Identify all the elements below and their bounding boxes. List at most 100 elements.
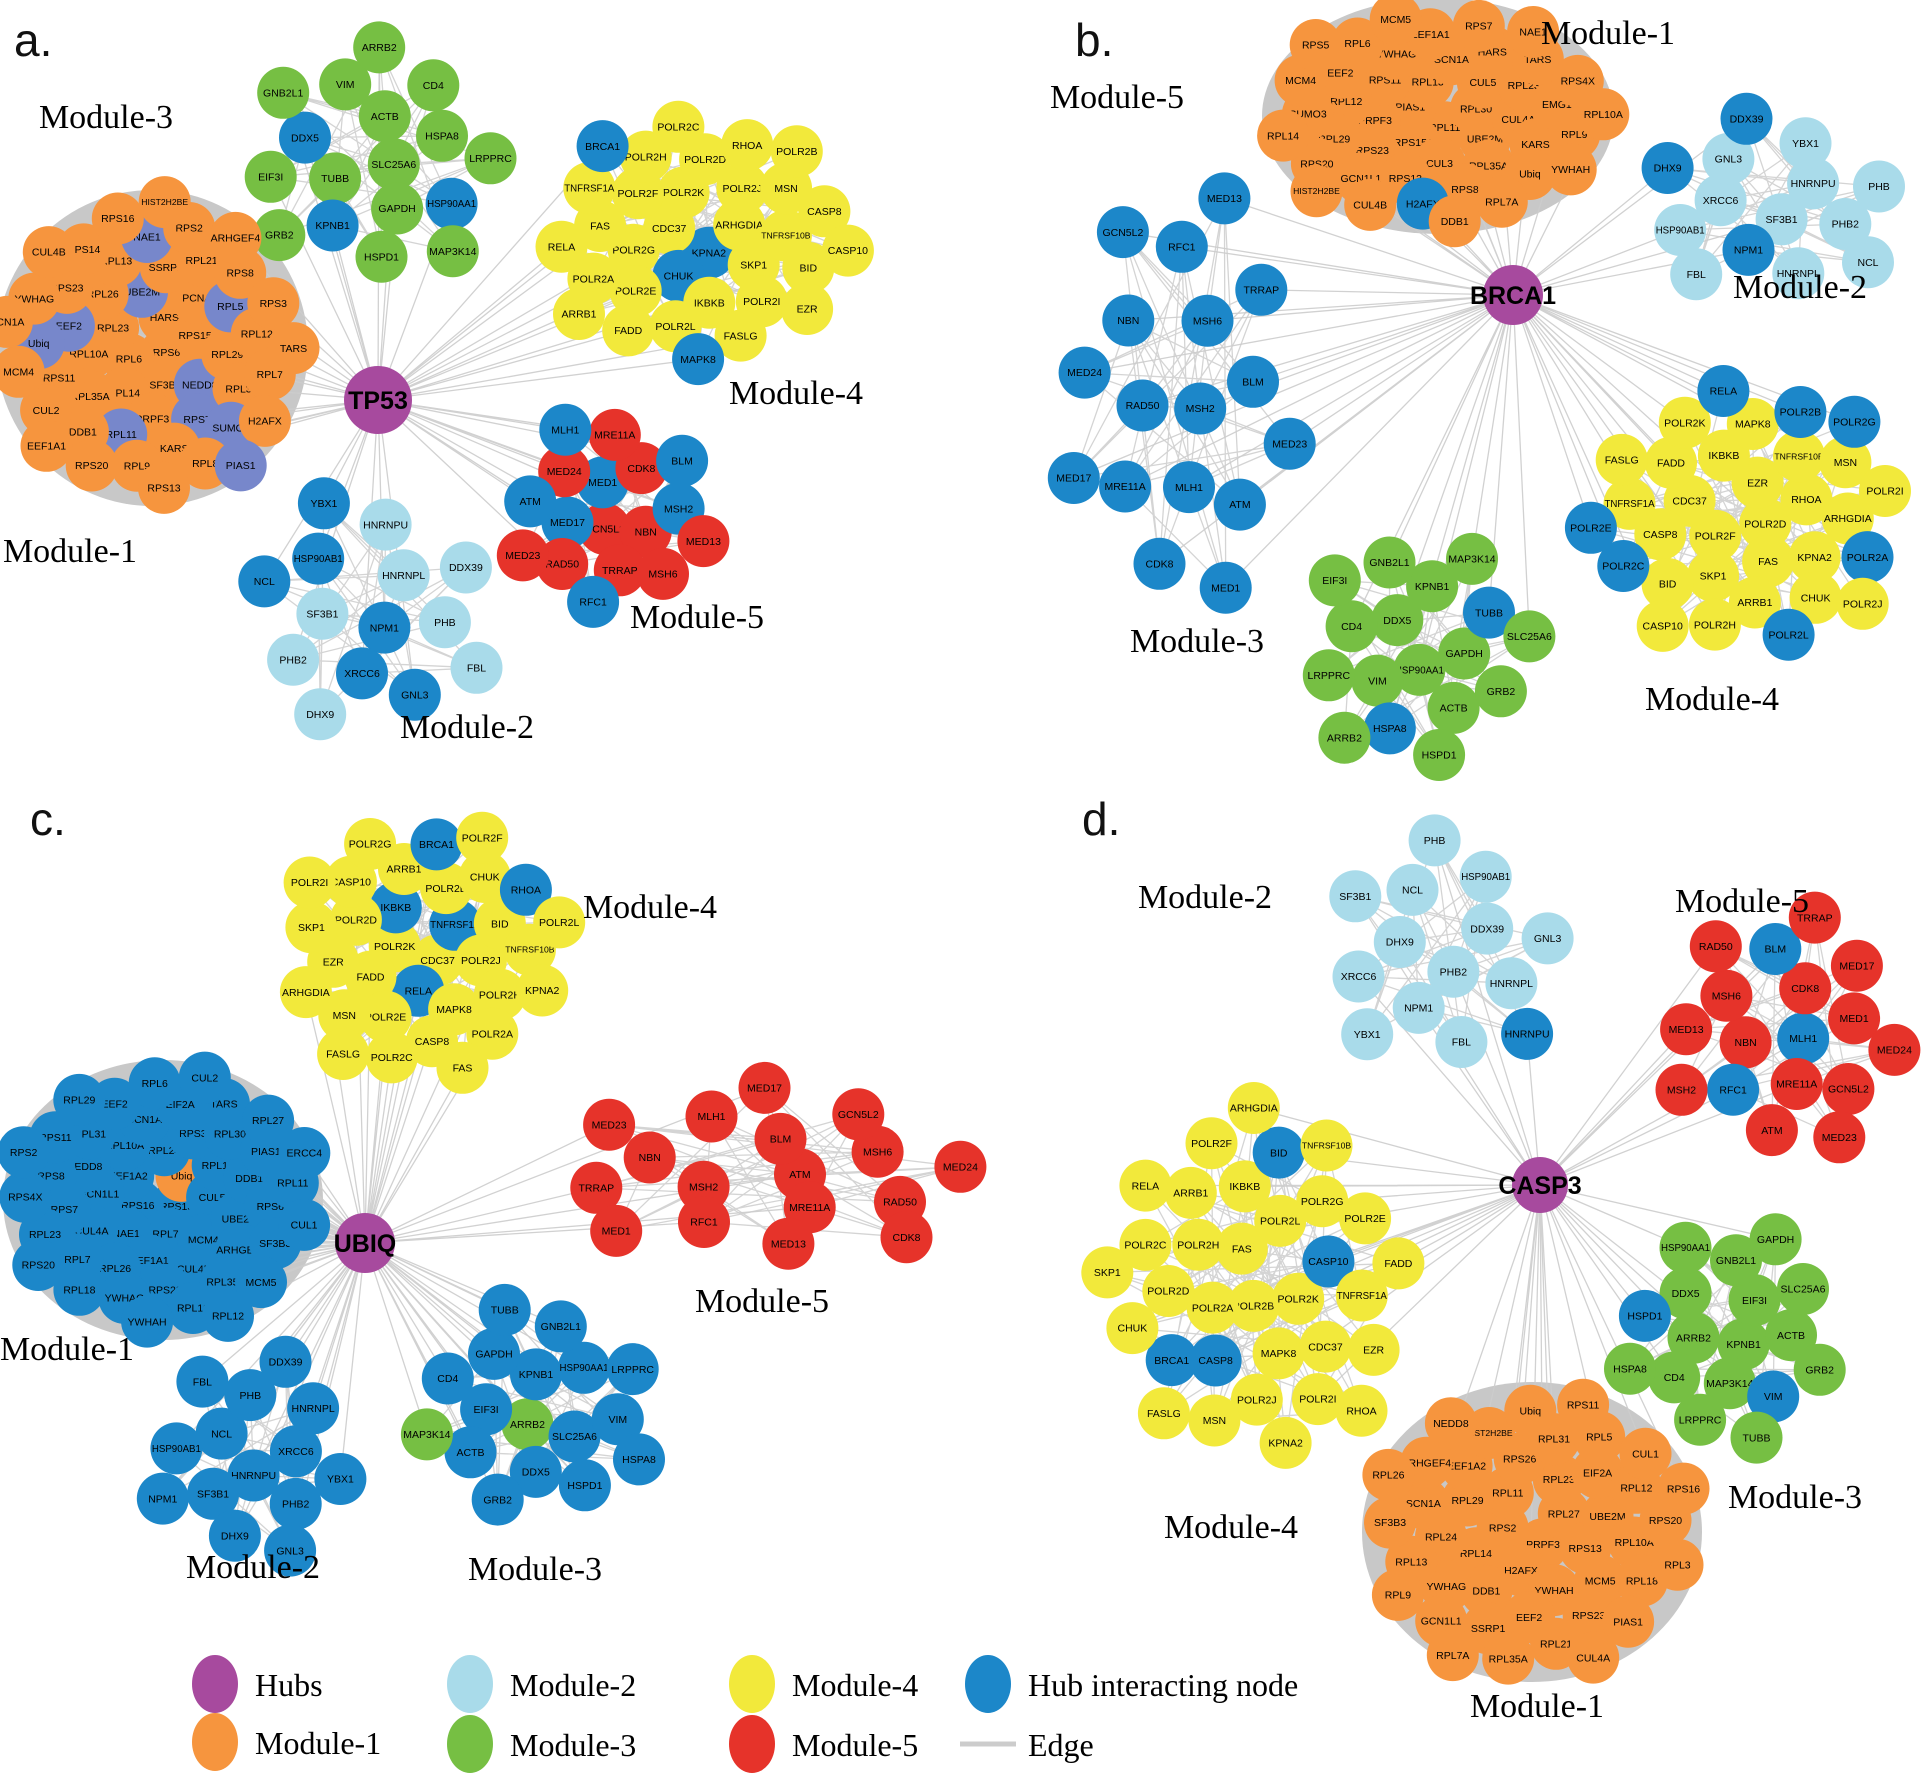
node-label: CASP8 — [415, 1036, 450, 1048]
node-label: CD4 — [1664, 1372, 1685, 1384]
node-PHB: PHB — [224, 1369, 277, 1422]
node-circle — [91, 192, 144, 245]
node-label: RPL23 — [97, 322, 129, 334]
node-CUL1: CUL1 — [278, 1198, 331, 1251]
node-label: DDX39 — [1470, 923, 1504, 935]
node-circle — [1836, 577, 1889, 630]
node-HSPD1: HSPD1 — [558, 1459, 611, 1512]
node-circle — [1362, 1448, 1415, 1501]
node-label: RPL23 — [29, 1229, 61, 1241]
node-label: ARRB1 — [561, 309, 596, 321]
node-circle — [1773, 430, 1825, 483]
node-circle — [798, 185, 851, 238]
node-label: FADD — [356, 971, 384, 983]
node-circle — [1296, 1175, 1349, 1228]
node-YWHAH: YWHAH — [1544, 143, 1597, 196]
node-label: TRRAP — [602, 565, 638, 577]
node-label: CD4 — [1341, 621, 1362, 633]
node-label: DDB1 — [235, 1173, 263, 1185]
node-FBL: FBL — [450, 641, 503, 694]
node-circle — [1318, 711, 1371, 764]
node-label: RPL6 — [142, 1078, 168, 1090]
node-circle — [1654, 204, 1707, 256]
node-label: RPL10A — [1615, 1537, 1654, 1549]
node-label: RPL11 — [106, 429, 137, 441]
node-circle — [283, 856, 336, 909]
b-module-5-label: Module-5 — [1050, 79, 1184, 116]
node-circle — [782, 241, 835, 294]
node-MED17: MED17 — [1830, 939, 1883, 992]
node-RPS7: RPS7 — [1452, 0, 1505, 52]
node-label: UBE2M — [1589, 1511, 1625, 1523]
node-circle — [721, 119, 774, 172]
node-YBX1: YBX1 — [297, 477, 350, 530]
node-circle — [1828, 992, 1881, 1045]
node-circle — [1793, 1343, 1846, 1396]
node-RELA: RELA — [1697, 365, 1750, 417]
node-label: GNB2L1 — [1716, 1255, 1756, 1267]
node-MRE11A: MRE11A — [1770, 1058, 1823, 1110]
node-TUBB: TUBB — [478, 1283, 531, 1336]
node-circle — [1413, 729, 1466, 781]
legend-swatch-hubs — [192, 1655, 238, 1713]
node-label: VIM — [336, 79, 355, 91]
node-circle — [235, 1256, 287, 1309]
node-label: HSP90AB1 — [1461, 872, 1510, 883]
node-RPL7A: RPL7A — [1426, 1629, 1479, 1682]
node-label: FAS — [1232, 1243, 1252, 1255]
node-circle — [318, 989, 371, 1042]
node-label: ARRB2 — [510, 1419, 545, 1431]
node-label: RFC1 — [690, 1217, 718, 1229]
node-label: RPS11 — [43, 373, 76, 385]
node-circle — [259, 1335, 312, 1388]
node-circle — [1189, 1334, 1242, 1387]
node-circle — [1058, 346, 1111, 399]
node-circle — [1819, 436, 1872, 489]
node-circle — [1081, 1246, 1134, 1299]
node-RELA: RELA — [1119, 1159, 1172, 1212]
node-circle — [1254, 1194, 1307, 1247]
node-CDK8: CDK8 — [1133, 537, 1186, 590]
node-circle — [1651, 1538, 1704, 1591]
node-ARRB2: ARRB2 — [1318, 711, 1371, 764]
node-label: MED1 — [1211, 582, 1240, 594]
legend-swatch-module-5 — [729, 1715, 775, 1773]
node-label: RPL13 — [1395, 1557, 1427, 1569]
node-label: MED17 — [1056, 473, 1091, 485]
node-label: RHOA — [1791, 494, 1821, 506]
node-DDX39: DDX39 — [439, 541, 492, 594]
node-GAPDH: GAPDH — [371, 182, 424, 235]
node-ARRB1: ARRB1 — [1728, 576, 1781, 629]
node-circle — [329, 893, 382, 946]
hub-UBIQ: UBIQ — [334, 1213, 396, 1273]
node-label: FBL — [193, 1376, 212, 1388]
node-RPS20: RPS20 — [65, 439, 118, 492]
node-label: MED17 — [747, 1083, 782, 1095]
node-label: ARRB2 — [1327, 732, 1362, 744]
node-circle — [1830, 939, 1883, 992]
node-label: SF3B3 — [149, 379, 181, 391]
node-label: BID — [800, 263, 818, 275]
node-circle — [257, 66, 310, 119]
node-circle — [1460, 1564, 1513, 1617]
node-label: CASP10 — [1308, 1256, 1348, 1268]
node-circle — [1227, 1082, 1280, 1134]
node-label: DDX39 — [1730, 114, 1764, 126]
node-EZR: EZR — [1347, 1323, 1400, 1376]
node-RFC1: RFC1 — [678, 1196, 730, 1248]
node-label: EEF1A1 — [1411, 29, 1450, 41]
node-VIM: VIM — [1747, 1370, 1800, 1423]
node-label: FASLG — [724, 330, 758, 342]
node-label: POLR2C — [657, 122, 699, 134]
node-circle — [1788, 531, 1841, 584]
node-label: SF3B1 — [1766, 214, 1798, 226]
node-circle — [278, 1198, 331, 1251]
node-label: RPL14 — [1267, 130, 1299, 142]
node-MED13: MED13 — [677, 515, 730, 568]
node-circle — [1774, 386, 1827, 438]
node-circle — [1567, 1631, 1620, 1684]
node-circle — [1660, 1003, 1713, 1056]
node-label: POLR2F — [1695, 530, 1736, 542]
node-MED13: MED13 — [762, 1217, 815, 1270]
node-FBL: FBL — [1670, 248, 1723, 301]
